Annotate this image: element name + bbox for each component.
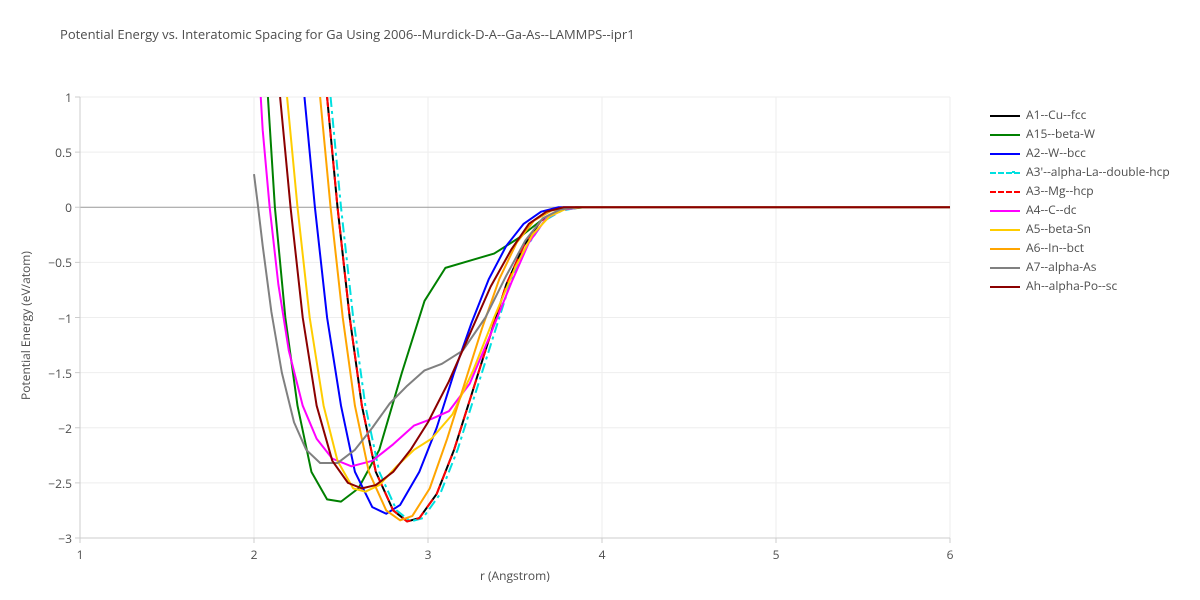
y-tick: −1: [30, 310, 72, 327]
legend-swatch: [990, 241, 1020, 255]
x-axis-label: r (Angstrom): [480, 567, 550, 584]
legend: A1--Cu--fcc A15--beta-W A2--W--bcc A3'--alp…: [990, 105, 1170, 295]
plot-area[interactable]: [80, 97, 950, 538]
y-tick: 0.5: [30, 144, 72, 161]
y-tick: 0: [30, 199, 72, 216]
legend-item[interactable]: A4--C--dc: [990, 200, 1170, 219]
legend-label: A3'--alpha-La--double-hcp: [1026, 163, 1170, 180]
legend-item[interactable]: A3--Mg--hcp: [990, 181, 1170, 200]
legend-label: Ah--alpha-Po--sc: [1026, 277, 1117, 294]
chart-title: Potential Energy vs. Interatomic Spacing…: [60, 25, 635, 43]
legend-swatch: [990, 203, 1020, 217]
legend-item[interactable]: A5--beta-Sn: [990, 219, 1170, 238]
legend-swatch: [990, 165, 1020, 179]
legend-label: A4--C--dc: [1026, 201, 1077, 218]
legend-swatch: [990, 184, 1020, 198]
legend-swatch: [990, 222, 1020, 236]
x-tick: 3: [413, 546, 443, 563]
legend-label: A2--W--bcc: [1026, 144, 1086, 161]
legend-item[interactable]: A3'--alpha-La--double-hcp: [990, 162, 1170, 181]
legend-label: A5--beta-Sn: [1026, 220, 1091, 237]
legend-item[interactable]: A15--beta-W: [990, 124, 1170, 143]
y-tick: −0.5: [30, 254, 72, 271]
legend-swatch: [990, 127, 1020, 141]
legend-label: A15--beta-W: [1026, 125, 1095, 142]
y-tick: −3: [30, 530, 72, 547]
legend-label: A6--In--bct: [1026, 239, 1084, 256]
legend-label: A3--Mg--hcp: [1026, 182, 1094, 199]
legend-swatch: [990, 260, 1020, 274]
x-tick: 5: [761, 546, 791, 563]
x-tick: 1: [65, 546, 95, 563]
legend-label: A7--alpha-As: [1026, 258, 1096, 275]
legend-item[interactable]: A2--W--bcc: [990, 143, 1170, 162]
legend-swatch: [990, 146, 1020, 160]
legend-item[interactable]: A1--Cu--fcc: [990, 105, 1170, 124]
x-tick: 6: [935, 546, 965, 563]
y-tick: −2.5: [30, 475, 72, 492]
x-tick: 2: [239, 546, 269, 563]
legend-item[interactable]: A6--In--bct: [990, 238, 1170, 257]
legend-label: A1--Cu--fcc: [1026, 106, 1086, 123]
legend-swatch: [990, 279, 1020, 293]
y-tick: −1.5: [30, 365, 72, 382]
chart-container: Potential Energy vs. Interatomic Spacing…: [0, 0, 1200, 600]
legend-swatch: [990, 108, 1020, 122]
legend-item[interactable]: A7--alpha-As: [990, 257, 1170, 276]
legend-item[interactable]: Ah--alpha-Po--sc: [990, 276, 1170, 295]
x-tick: 4: [587, 546, 617, 563]
y-tick: 1: [30, 89, 72, 106]
y-tick: −2: [30, 420, 72, 437]
